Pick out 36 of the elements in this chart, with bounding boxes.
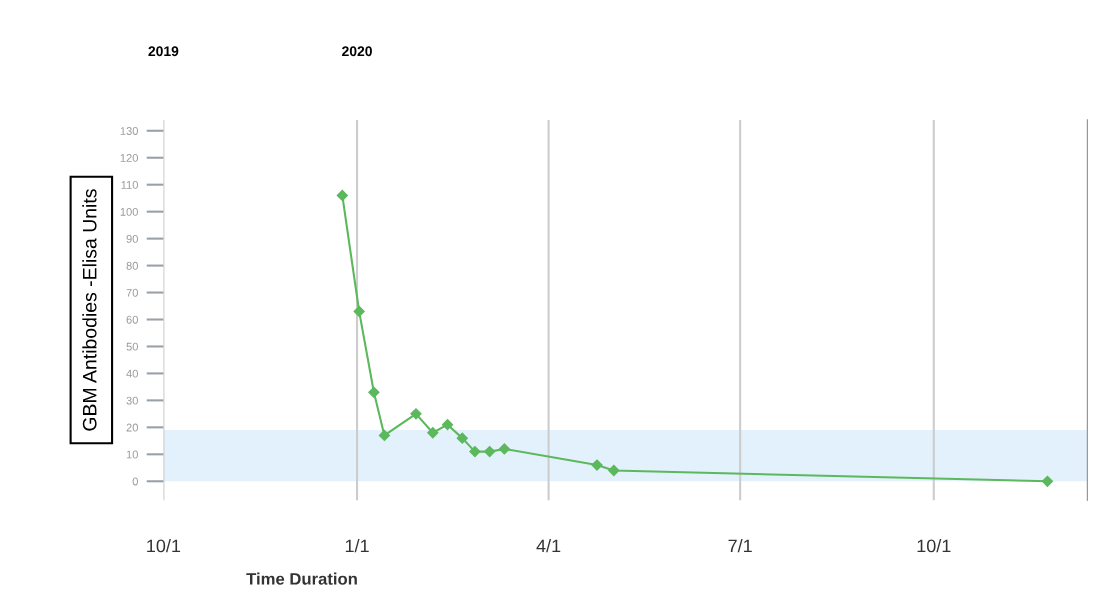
point [469, 446, 481, 458]
y-tick-label: 0 [132, 477, 138, 486]
y-tick-label: 110 [121, 180, 138, 189]
point [441, 419, 454, 431]
x-tick-label: 7/1 [728, 539, 752, 553]
point [1041, 475, 1054, 487]
y-tick-label: 60 [126, 315, 138, 324]
y-tick-label: 90 [126, 234, 138, 243]
x2-tick-label: 2019 [148, 46, 179, 57]
point [336, 189, 348, 202]
y-tick-label: 10 [126, 450, 138, 459]
x-tick-label: 10/1 [917, 539, 951, 553]
y-tick-label: 80 [126, 261, 138, 270]
point [498, 443, 510, 455]
x-tick-label: 10/1 [147, 539, 181, 553]
y-tick-label: 30 [126, 396, 138, 405]
point [410, 408, 422, 420]
y-tick-label: 40 [126, 369, 138, 378]
x2-tick-label: 2020 [342, 46, 372, 57]
y-axis-title: GBM Antibodies -Elisa Units [82, 189, 97, 431]
y-tick-label: 50 [126, 342, 138, 351]
y-tick-label: 100 [120, 207, 138, 216]
point [378, 429, 391, 442]
y-tick-label: 20 [126, 423, 138, 432]
y-tick-label: 120 [120, 154, 138, 162]
point [353, 305, 365, 318]
x-tick-label: 1/1 [345, 539, 369, 553]
x-tick-label: 4/1 [536, 539, 561, 553]
point [484, 446, 496, 458]
point [427, 427, 439, 439]
point [368, 386, 380, 398]
point [608, 464, 620, 477]
x-axis-title: Time Duration [246, 572, 357, 585]
point [456, 432, 468, 444]
y-tick-label: 70 [126, 288, 138, 297]
y-tick-label: 130 [120, 127, 138, 135]
